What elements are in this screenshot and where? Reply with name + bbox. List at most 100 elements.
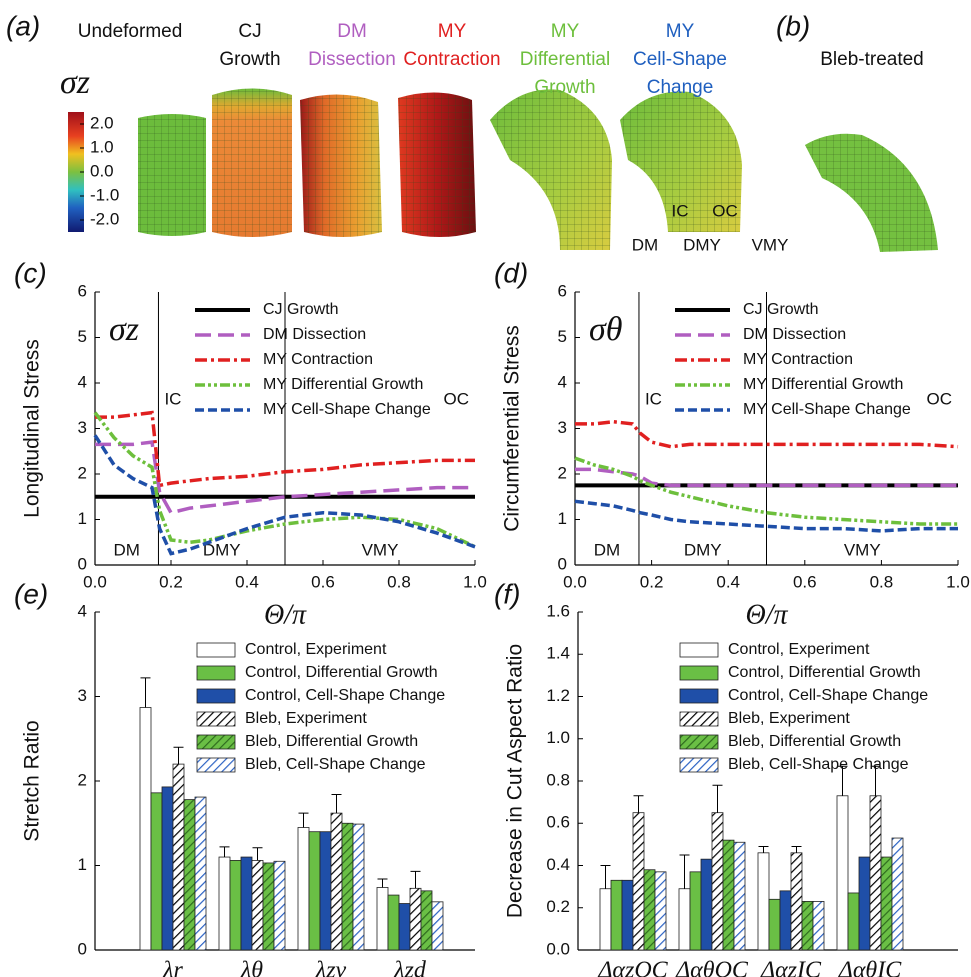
y-tick-label: 2 <box>78 770 87 789</box>
region-label: VMY <box>752 235 789 254</box>
x-tick-label: 0.6 <box>793 572 817 591</box>
legend-swatch <box>680 689 718 703</box>
x-tick-label: 0.2 <box>640 572 664 591</box>
x-tick-label: 0.8 <box>870 572 894 591</box>
stage-label: Growth <box>534 77 595 98</box>
y-tick-label: 1.2 <box>546 686 570 705</box>
edge-label: OC <box>927 389 953 408</box>
bar <box>769 899 780 950</box>
error-bar <box>220 847 230 857</box>
bar <box>723 840 734 950</box>
edge-label: OC <box>444 389 470 408</box>
x-tick-label: ΔαzIC <box>760 958 822 977</box>
legend-label: Control, Differential Growth <box>728 664 921 681</box>
panel-label: (a) <box>6 10 40 41</box>
legend-swatch <box>197 689 235 703</box>
y-tick-label: 0 <box>78 939 87 958</box>
legend-swatch <box>680 712 718 726</box>
x-tick-label: ΔαzOC <box>597 958 668 977</box>
colorbar-tick-label: -1.0 <box>90 185 119 204</box>
y-tick-label: 0.8 <box>546 770 570 789</box>
region-label: DM <box>632 235 658 254</box>
legend-label: Control, Experiment <box>245 641 387 658</box>
bar <box>140 707 151 950</box>
bar <box>892 838 903 950</box>
panel-label: (f) <box>494 578 520 609</box>
bar <box>690 872 701 950</box>
colorbar-tick-label: 2.0 <box>90 113 114 132</box>
y-tick-label: 0.6 <box>546 813 570 832</box>
bar <box>342 823 353 950</box>
bar <box>298 827 309 950</box>
bar <box>802 901 813 950</box>
stage-label: Undeformed <box>78 21 183 42</box>
bar <box>274 861 285 950</box>
bar <box>758 853 769 950</box>
legend-swatch <box>680 666 718 680</box>
legend-swatch <box>197 735 235 749</box>
bar <box>173 764 184 950</box>
bar <box>734 842 745 950</box>
region-label: VMY <box>844 540 881 559</box>
y-tick-label: 0 <box>558 554 567 573</box>
region-label: DM <box>114 540 140 559</box>
error-bar <box>141 678 151 708</box>
legend-label: Control, Cell-Shape Change <box>245 687 445 704</box>
stage-label: MY <box>666 21 695 42</box>
error-bar <box>601 866 611 889</box>
x-tick-label: ΔαθOC <box>675 958 749 977</box>
panel-title: Bleb-treated <box>820 49 924 70</box>
region-label: DMY <box>683 235 721 254</box>
y-tick-label: 3 <box>558 418 567 437</box>
bar <box>410 888 421 950</box>
y-axis-title: Circumferential Stress <box>501 325 524 532</box>
legend-swatch <box>197 643 235 657</box>
bar <box>813 901 824 950</box>
panel-label: (b) <box>776 10 810 41</box>
bar <box>331 813 342 950</box>
bar <box>184 800 195 950</box>
y-tick-label: 1.6 <box>546 601 570 620</box>
legend-label: MY Cell-Shape Change <box>743 401 911 418</box>
stage-label: Dissection <box>308 49 396 70</box>
y-axis-title: Longitudinal Stress <box>21 339 44 518</box>
panel-label: (c) <box>14 257 47 288</box>
x-axis-title: Θ/π <box>264 599 307 630</box>
stage-label: Contraction <box>403 49 500 70</box>
bar <box>780 891 791 950</box>
y-tick-label: 1 <box>78 855 87 874</box>
legend-label: CJ Growth <box>263 301 339 318</box>
legend-label: Control, Differential Growth <box>245 664 438 681</box>
legend-label: Bleb, Cell-Shape Change <box>728 756 909 773</box>
legend-label: MY Differential Growth <box>263 376 423 393</box>
bar <box>432 902 443 950</box>
y-tick-label: 6 <box>558 281 567 300</box>
x-tick-label: 1.0 <box>463 572 487 591</box>
bar <box>848 893 859 950</box>
x-tick-label: λzv <box>315 958 347 977</box>
y-tick-label: 0 <box>78 554 87 573</box>
bar <box>859 857 870 950</box>
stage-label: CJ <box>238 21 261 42</box>
x-tick-label: 1.0 <box>946 572 970 591</box>
y-tick-label: 0.2 <box>546 897 570 916</box>
stage-label: Growth <box>219 49 280 70</box>
edge-label: IC <box>164 389 181 408</box>
legend-label: Control, Cell-Shape Change <box>728 687 928 704</box>
bar <box>600 889 611 950</box>
x-tick-label: 0.4 <box>716 572 740 591</box>
stage-label: Cell-Shape <box>633 49 727 70</box>
stage-label: MY <box>438 21 467 42</box>
legend-label: MY Contraction <box>743 351 853 368</box>
legend-swatch <box>197 758 235 772</box>
bar <box>712 813 723 950</box>
error-bar <box>792 846 802 852</box>
colorbar-tick-label: -2.0 <box>90 209 119 228</box>
legend-label: MY Differential Growth <box>743 376 903 393</box>
bar <box>421 891 432 950</box>
x-tick-label: 0.8 <box>387 572 411 591</box>
legend-label: Bleb, Experiment <box>245 710 367 727</box>
bar <box>399 904 410 950</box>
chart-symbol: σθ <box>589 311 622 348</box>
x-tick-label: λzd <box>393 958 427 977</box>
